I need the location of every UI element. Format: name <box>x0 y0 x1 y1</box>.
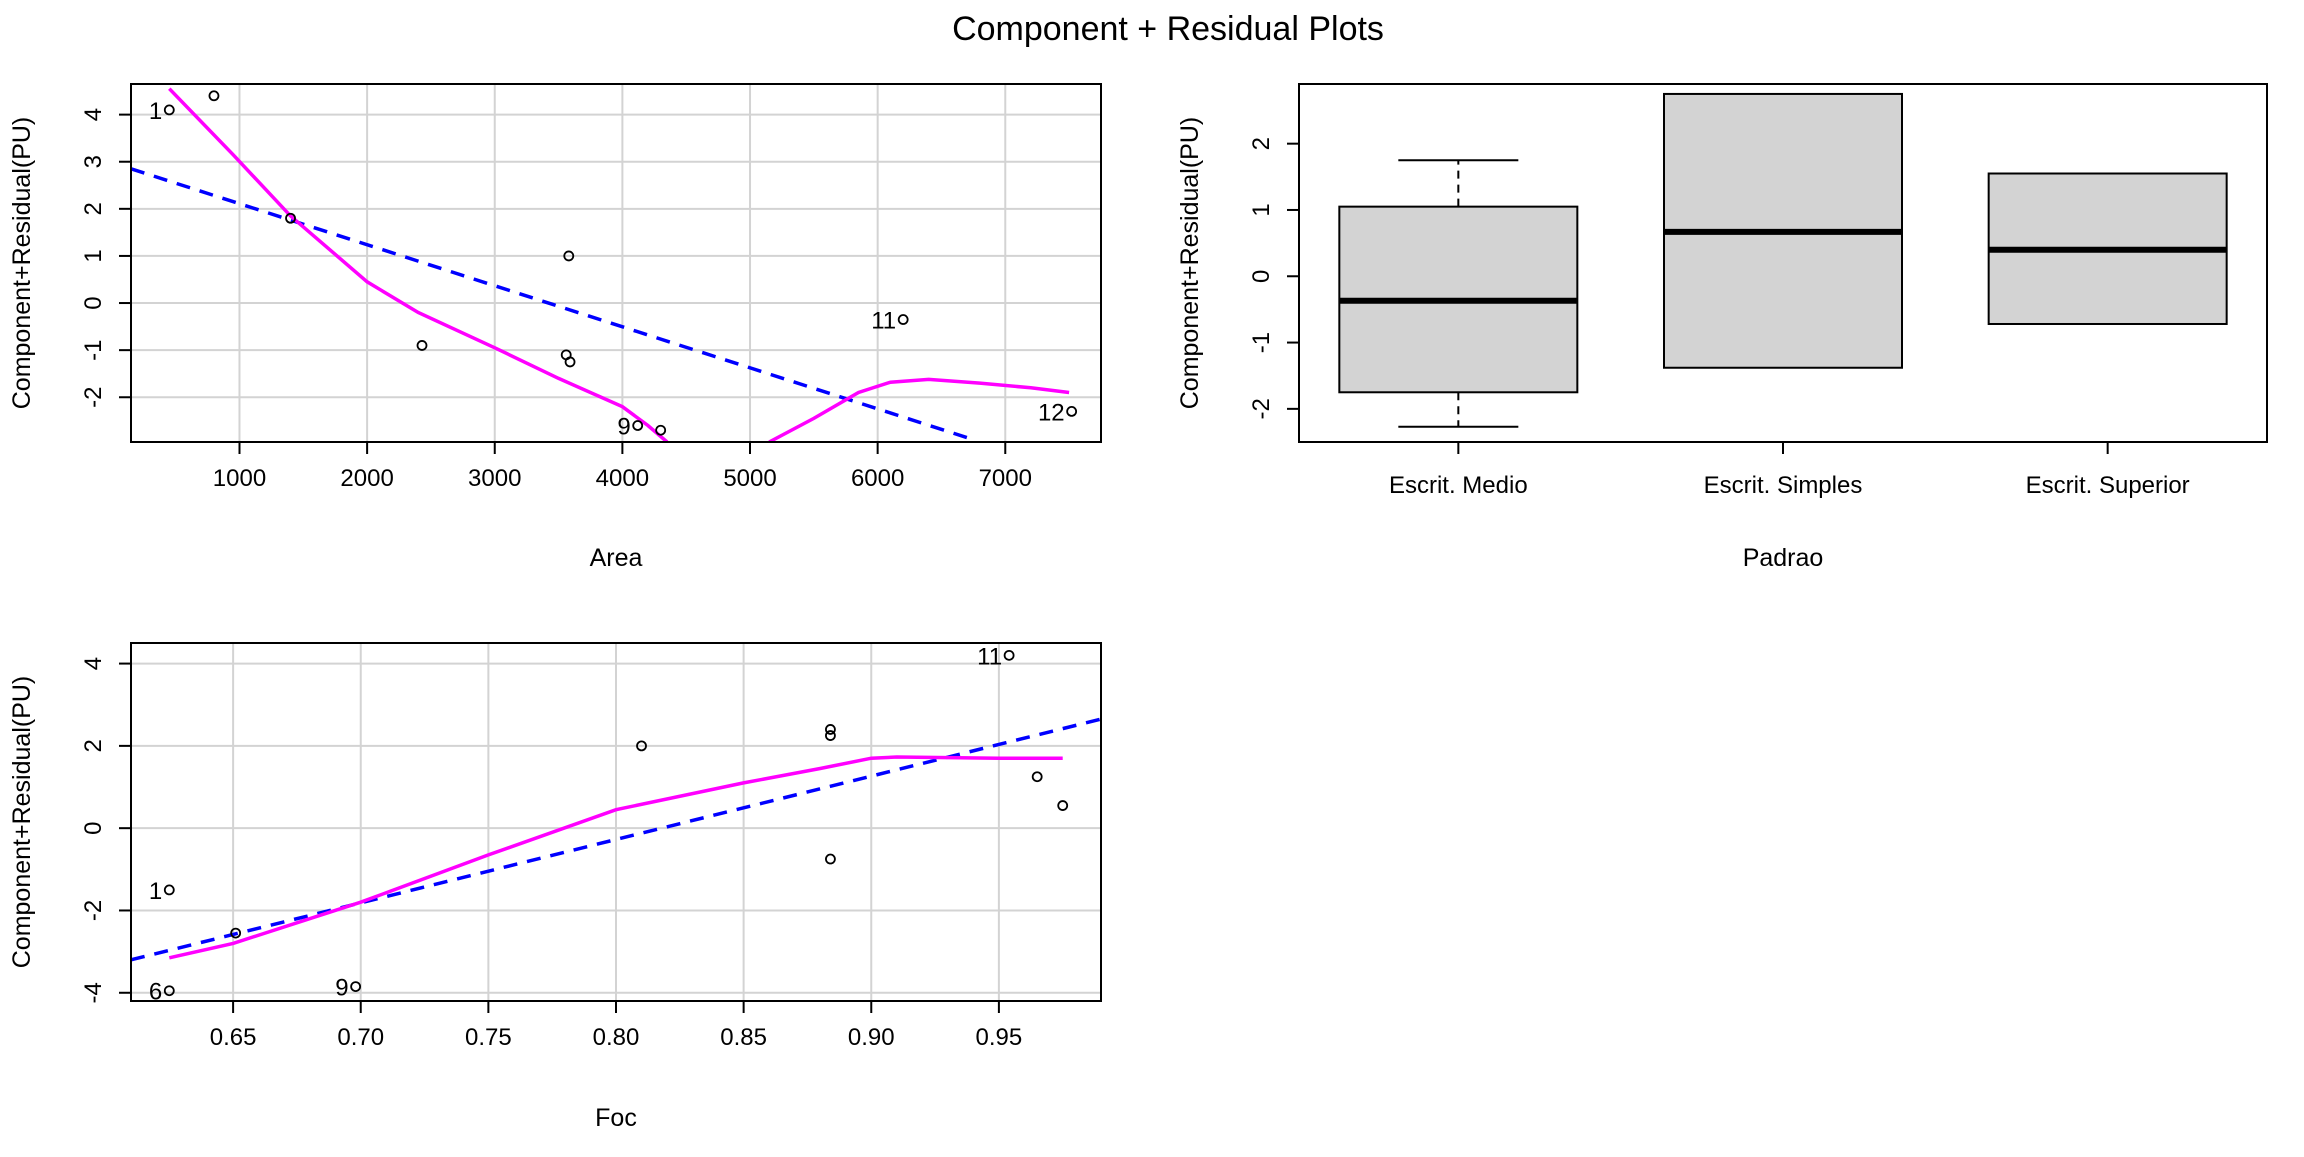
y-axis-label: Component+Residual(PU) <box>8 676 36 969</box>
data-point <box>897 314 909 325</box>
data-point <box>825 724 836 735</box>
data-point <box>163 104 175 116</box>
data-point <box>350 981 362 992</box>
y-axis-label: Component+Residual(PU) <box>1176 117 1204 410</box>
data-point <box>416 340 428 351</box>
y-tick-label: -2 <box>80 387 107 408</box>
x-tick-label: 0.90 <box>848 1024 895 1051</box>
x-axis-label: Padrao <box>1743 544 1824 572</box>
point-label: 1 <box>149 98 162 125</box>
y-tick-label: -4 <box>80 982 107 1003</box>
data-point <box>163 985 175 997</box>
data-point <box>825 730 836 741</box>
y-tick-label: 2 <box>80 739 107 752</box>
x-axis-label: Foc <box>595 1104 637 1132</box>
y-tick-label: -2 <box>80 900 107 921</box>
foc-panel: 1 6 9 11 0.65 0.70 0.75 0.80 0.85 0.90 0.95 -4 -2 0 2 4… <box>8 642 1102 1132</box>
x-tick-label: 2000 <box>340 465 393 492</box>
x-tick-label: 6000 <box>851 465 904 492</box>
data-point <box>632 420 644 431</box>
data-point <box>230 927 242 939</box>
x-tick-label: 7000 <box>979 465 1032 492</box>
point-label: 9 <box>617 414 630 441</box>
data-point <box>825 853 836 865</box>
point-label: 6 <box>149 979 162 1006</box>
y-tick-label: -2 <box>1248 398 1275 419</box>
point-label: 11 <box>871 308 896 335</box>
x-tick-label: Escrit. Superior <box>2026 472 2190 499</box>
y-tick-label: 0 <box>80 296 107 309</box>
smooth-fit-line <box>768 377 1070 442</box>
data-point <box>1003 649 1015 661</box>
y-tick-label: 4 <box>80 108 107 121</box>
x-tick-label: 5000 <box>723 465 776 492</box>
point-label: 1 <box>149 878 162 905</box>
x-tick-label: Escrit. Simples <box>1704 472 1863 499</box>
x-tick-label: 0.80 <box>593 1024 640 1051</box>
data-point <box>655 424 667 436</box>
y-tick-label: -1 <box>80 339 107 360</box>
x-tick-label: 0.85 <box>720 1024 767 1051</box>
y-tick-label: 2 <box>80 202 107 215</box>
y-axis-label: Component+Residual(PU) <box>8 117 36 410</box>
x-tick-label: 1000 <box>213 465 266 492</box>
data-point <box>163 884 175 896</box>
x-tick-label: 0.75 <box>465 1024 512 1051</box>
data-point <box>1066 405 1078 417</box>
data-point <box>285 212 296 224</box>
data-point <box>563 250 575 262</box>
main-title: Component + Residual Plots <box>952 10 1384 48</box>
x-tick-label: Escrit. Medio <box>1389 472 1528 499</box>
x-tick-label: 0.95 <box>976 1024 1023 1051</box>
y-tick-label: 0 <box>1248 270 1275 283</box>
data-point <box>1031 771 1043 783</box>
point-label: 9 <box>335 975 348 1002</box>
x-tick-label: 4000 <box>596 465 649 492</box>
y-tick-label: 4 <box>80 657 107 670</box>
x-tick-label: 3000 <box>468 465 521 492</box>
y-tick-label: 1 <box>80 249 107 262</box>
padrao-panel: Escrit. Medio Escrit. Simples Escrit. Supe… <box>1176 83 2268 572</box>
x-tick-label: 0.65 <box>210 1024 257 1051</box>
y-tick-label: -1 <box>1248 332 1275 353</box>
data-point <box>636 740 647 752</box>
plot-lines <box>131 717 1101 962</box>
point-label: 12 <box>1038 399 1065 426</box>
x-axis-label: Area <box>590 544 643 572</box>
plot-frame <box>1298 83 2268 443</box>
y-tick-label: 0 <box>80 821 107 834</box>
data-point <box>208 90 220 102</box>
y-tick-label: 3 <box>80 155 107 168</box>
point-label: 11 <box>977 643 1002 670</box>
data-point <box>1057 800 1069 811</box>
smooth-fit-line <box>168 87 669 442</box>
linear-fit-line <box>131 167 974 442</box>
y-tick-label: 1 <box>1248 203 1275 216</box>
data-point <box>564 356 576 368</box>
x-tick-label: 0.70 <box>337 1024 384 1051</box>
plot-frame <box>130 83 1102 443</box>
plot-lines <box>131 87 1070 442</box>
smooth-fit-line <box>168 755 1063 960</box>
y-tick-label: 2 <box>1248 137 1275 150</box>
